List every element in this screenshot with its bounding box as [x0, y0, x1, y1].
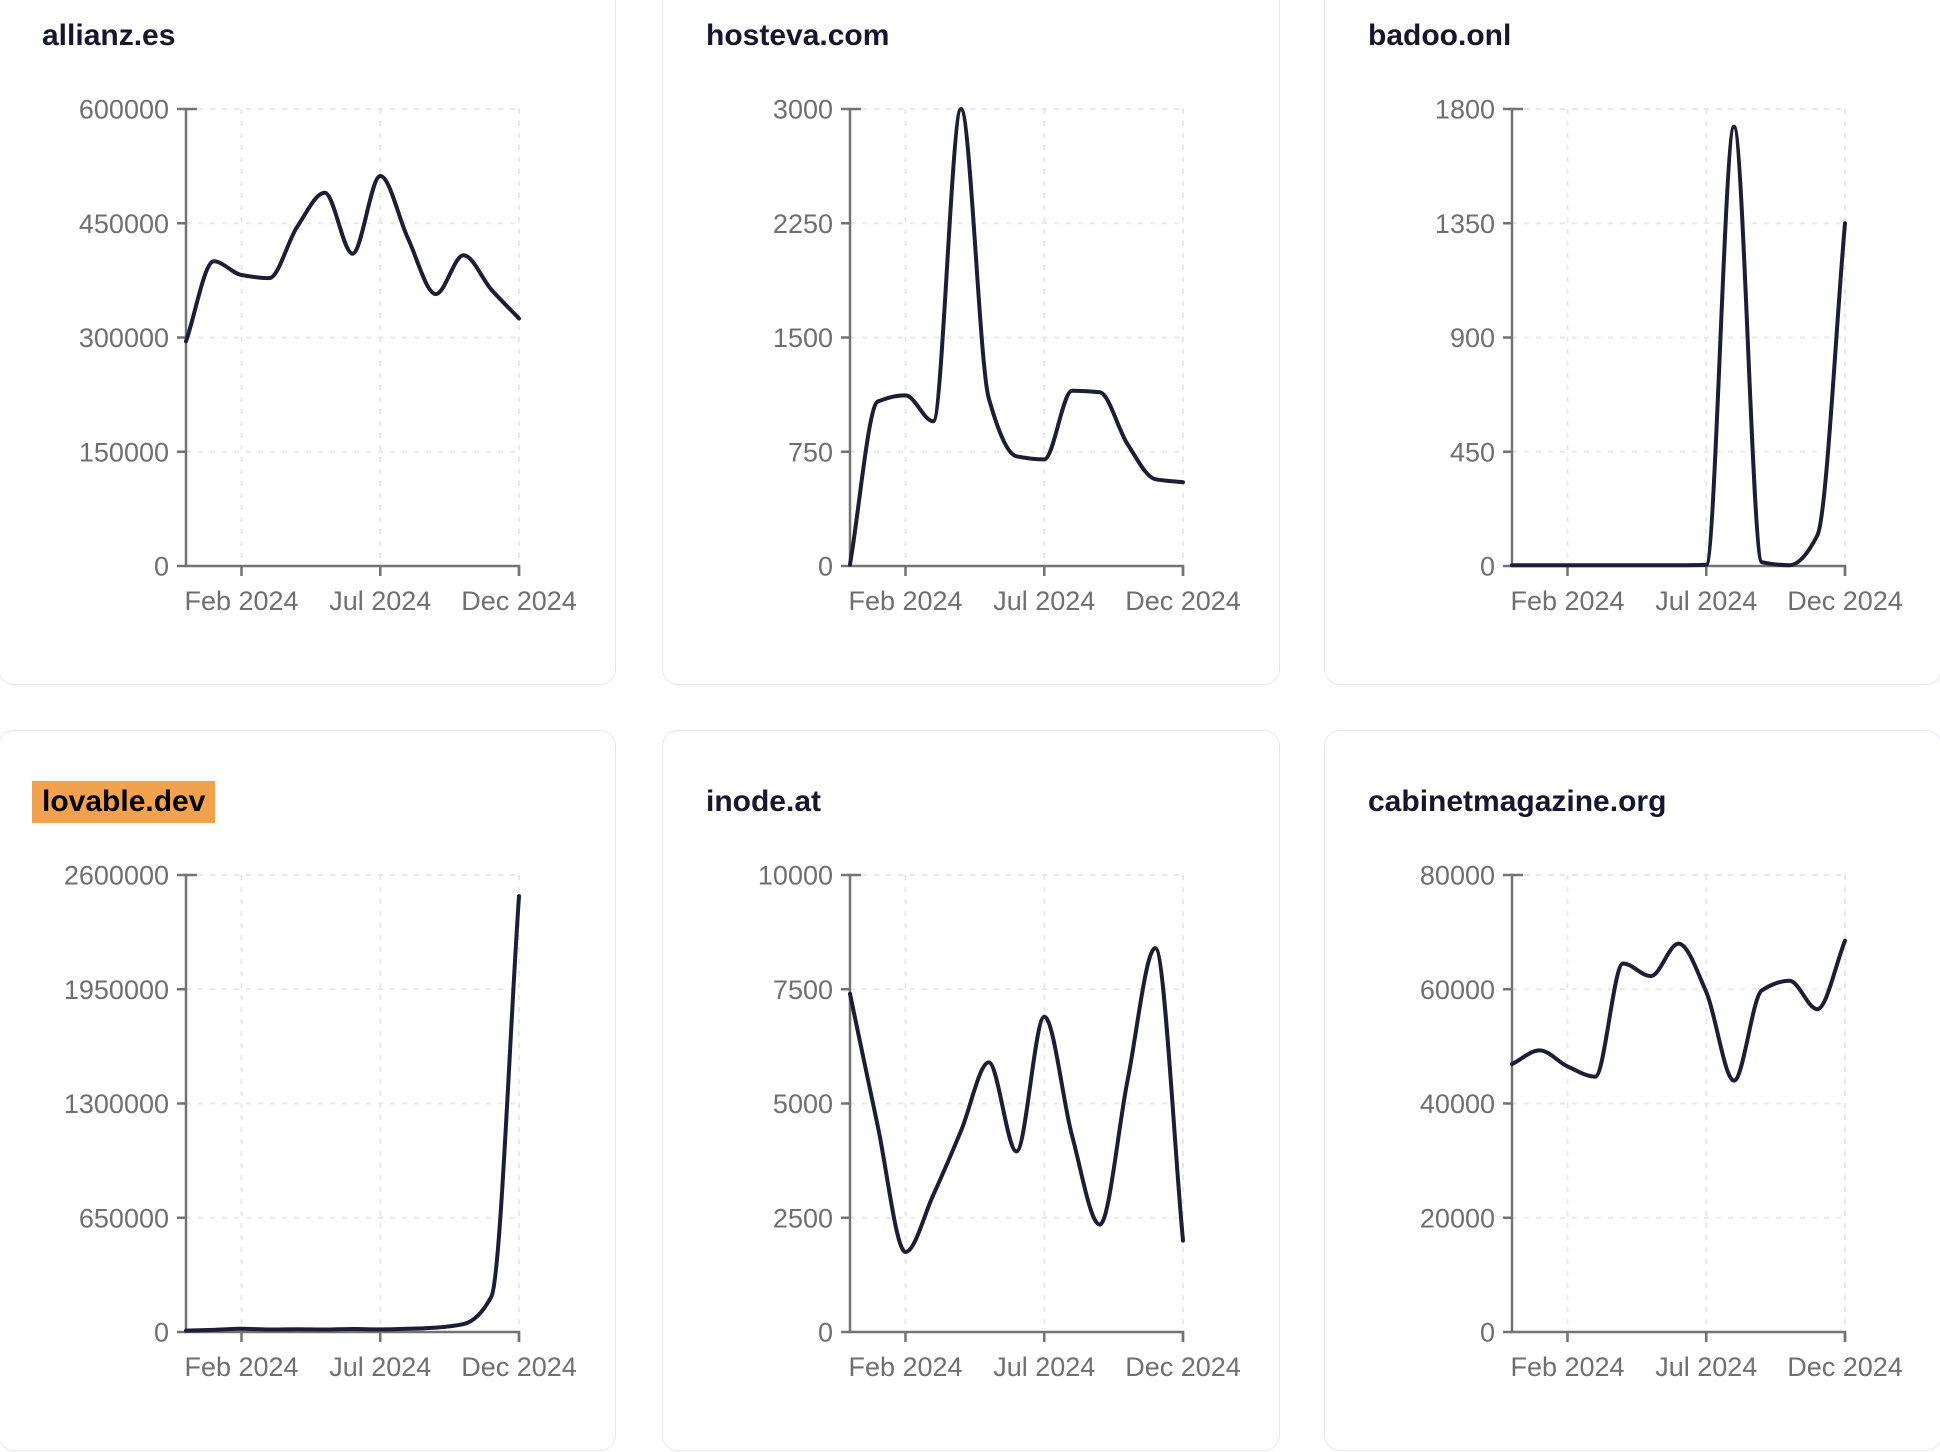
x-tick-label: Dec 2024	[461, 586, 577, 616]
x-tick-label: Feb 2024	[848, 586, 962, 616]
y-tick-label: 0	[154, 552, 169, 582]
chart-card: hosteva.com 0 750 1500 2250 3000 Feb 2024 Jul …	[662, 0, 1280, 685]
axes	[1503, 107, 1847, 576]
chart-title: cabinetmagazine.org	[1368, 785, 1667, 818]
x-tick-label: Dec 2024	[1125, 1352, 1241, 1382]
y-tick-label: 600000	[79, 95, 169, 125]
x-tick-label: Jul 2024	[1655, 586, 1757, 616]
y-tick-label: 3000	[773, 95, 833, 125]
trend-line	[848, 107, 1185, 567]
gridlines	[850, 108, 1184, 566]
y-tick-label: 0	[1480, 552, 1495, 582]
chart-title: hosteva.com	[706, 19, 890, 52]
trend-line	[184, 174, 521, 344]
axes	[177, 107, 521, 576]
line-chart-canvas: 0 20000 40000 60000 80000 Feb 2024 Jul 2024 Dec…	[1420, 861, 1903, 1383]
x-tick-label: Dec 2024	[1125, 586, 1241, 616]
y-tick-label: 900	[1450, 323, 1495, 353]
y-tick-label: 750	[788, 437, 833, 467]
tick-labels: 0 450 900 1350 1800 Feb 2024 Jul 2024 Dec 2024	[1435, 95, 1903, 617]
line-chart-canvas: 0 750 1500 2250 3000 Feb 2024 Jul 2024 Dec 2024	[773, 95, 1241, 617]
axis-domain	[848, 873, 1185, 1342]
x-tick-label: Feb 2024	[848, 1352, 962, 1382]
x-tick-label: Dec 2024	[1787, 586, 1903, 616]
x-tick-label: Feb 2024	[1510, 1352, 1624, 1382]
y-tick-label: 2600000	[64, 861, 169, 891]
tick-labels: 0 20000 40000 60000 80000 Feb 2024 Jul 2024 Dec…	[1420, 861, 1903, 1383]
y-tick-label: 1500	[773, 323, 833, 353]
x-tick-label: Jul 2024	[1655, 1352, 1757, 1382]
y-tick-label: 60000	[1420, 975, 1495, 1005]
axis-domain	[184, 873, 521, 1342]
y-tick-label: 5000	[773, 1089, 833, 1119]
y-tick-label: 1800	[1435, 95, 1495, 125]
line-chart-canvas: 0 450 900 1350 1800 Feb 2024 Jul 2024 Dec 2024	[1435, 95, 1903, 617]
line-chart-canvas: 0 650000 1300000 1950000 2600000 Feb 2024 Jul …	[64, 861, 577, 1383]
gridlines	[1512, 874, 1846, 1332]
chart-card: badoo.onl 0 450 900 1350 1800 Feb 2024 Jul 202…	[1324, 0, 1940, 685]
chart-card: cabinetmagazine.org 0 20000 40000 60000 8000…	[1324, 730, 1940, 1451]
y-tick-label: 0	[1480, 1318, 1495, 1348]
trend-line	[848, 946, 1185, 1254]
chart-title: badoo.onl	[1368, 19, 1512, 52]
y-tick-label: 40000	[1420, 1089, 1495, 1119]
tick-labels: 0 150000 300000 450000 600000 Feb 2024 Jul 202…	[79, 95, 577, 617]
y-tick-label: 0	[154, 1318, 169, 1348]
axes	[1503, 873, 1847, 1342]
y-tick-label: 20000	[1420, 1203, 1495, 1233]
x-tick-label: Jul 2024	[993, 586, 1095, 616]
axis-domain	[184, 107, 521, 576]
gridlines	[186, 874, 520, 1332]
y-tick-label: 7500	[773, 975, 833, 1005]
axis-domain	[848, 107, 1185, 576]
y-tick-label: 650000	[79, 1203, 169, 1233]
x-tick-label: Dec 2024	[461, 1352, 577, 1382]
x-tick-label: Jul 2024	[329, 586, 431, 616]
y-tick-label: 450	[1450, 437, 1495, 467]
tick-labels: 0 750 1500 2250 3000 Feb 2024 Jul 2024 Dec 2024	[773, 95, 1241, 617]
trend-line	[184, 894, 521, 1333]
y-tick-label: 1950000	[64, 975, 169, 1005]
axes	[177, 873, 521, 1342]
chart-title-highlighted: lovable.dev	[32, 781, 216, 823]
x-tick-label: Jul 2024	[329, 1352, 431, 1382]
chart-title: inode.at	[706, 785, 822, 818]
chart-card: allianz.es 0 150000 300000 450000 600000 Feb …	[0, 0, 616, 685]
trend-line	[1510, 124, 1847, 568]
y-tick-label: 10000	[758, 861, 833, 891]
chart-card: lovable.dev 0 650000 1300000 1950000 2600000…	[0, 730, 616, 1451]
axis-domain	[1510, 107, 1847, 576]
y-tick-label: 1300000	[64, 1089, 169, 1119]
y-tick-label: 0	[818, 552, 833, 582]
y-tick-label: 300000	[79, 323, 169, 353]
trend-line	[1510, 938, 1847, 1083]
x-tick-label: Feb 2024	[184, 586, 298, 616]
y-tick-label: 2250	[773, 209, 833, 239]
axes	[841, 107, 1185, 576]
y-tick-label: 150000	[79, 437, 169, 467]
gridlines	[186, 108, 520, 566]
x-tick-label: Feb 2024	[1510, 586, 1624, 616]
chart-title: allianz.es	[42, 19, 176, 52]
axes	[841, 873, 1185, 1342]
x-tick-label: Dec 2024	[1787, 1352, 1903, 1382]
y-tick-label: 450000	[79, 209, 169, 239]
y-tick-label: 80000	[1420, 861, 1495, 891]
chart-card: inode.at 0 2500 5000 7500 10000 Feb 2024 Jul 2…	[662, 730, 1280, 1451]
y-tick-label: 2500	[773, 1203, 833, 1233]
tick-labels: 0 2500 5000 7500 10000 Feb 2024 Jul 2024 Dec 20…	[758, 861, 1241, 1383]
line-chart-canvas: 0 2500 5000 7500 10000 Feb 2024 Jul 2024 Dec 20…	[758, 861, 1241, 1383]
x-tick-label: Jul 2024	[993, 1352, 1095, 1382]
y-tick-label: 0	[818, 1318, 833, 1348]
tick-labels: 0 650000 1300000 1950000 2600000 Feb 2024 Jul …	[64, 861, 577, 1383]
gridlines	[850, 874, 1184, 1332]
x-tick-label: Feb 2024	[184, 1352, 298, 1382]
line-chart-canvas: 0 150000 300000 450000 600000 Feb 2024 Jul 202…	[79, 95, 577, 617]
gridlines	[1512, 108, 1846, 566]
y-tick-label: 1350	[1435, 209, 1495, 239]
